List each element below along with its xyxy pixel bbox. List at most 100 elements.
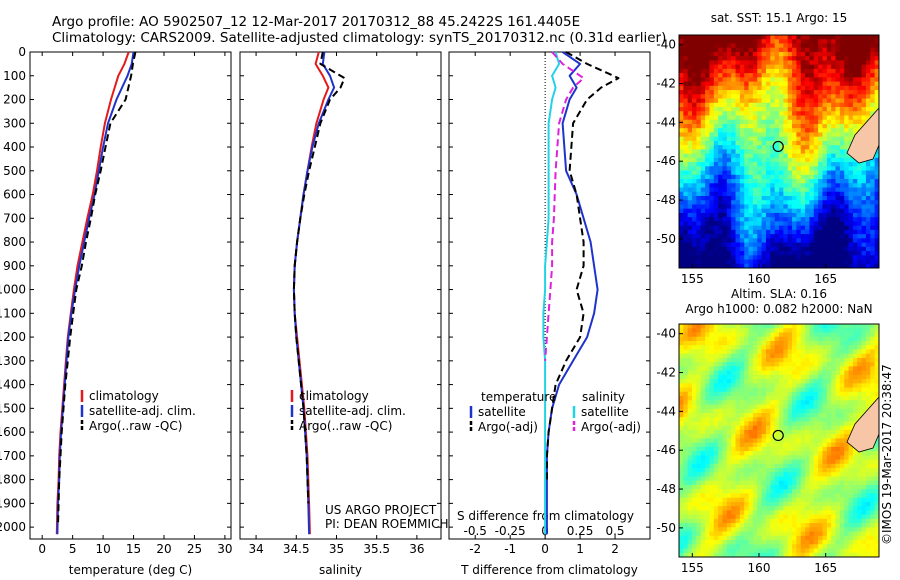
- map-cell: [683, 166, 689, 171]
- map-cell: [835, 489, 841, 494]
- map-cell: [752, 140, 758, 146]
- map-cell: [700, 379, 706, 384]
- map-cell: [752, 238, 758, 243]
- map-cell: [687, 35, 693, 40]
- map-cell: [861, 408, 867, 414]
- map-cell: [783, 208, 789, 214]
- map-cell: [861, 514, 867, 520]
- map-cell: [709, 332, 715, 338]
- map-cell: [770, 81, 776, 87]
- map-cell: [731, 234, 736, 239]
- map-cell: [700, 455, 706, 460]
- map-cell: [700, 195, 706, 201]
- map-cell: [826, 421, 832, 427]
- map-cell: [752, 459, 758, 465]
- map-cell: [844, 425, 849, 431]
- map-cell: [844, 238, 849, 243]
- map-cell: [718, 81, 723, 87]
- map-cell: [709, 340, 715, 346]
- map-cell: [826, 463, 832, 469]
- map-cell: [683, 60, 689, 66]
- map-cell: [809, 183, 815, 188]
- map-cell: [761, 514, 767, 520]
- map-cell: [792, 136, 797, 142]
- map-cell: [792, 191, 797, 197]
- map-cell: [735, 107, 741, 112]
- map-cell: [800, 345, 806, 350]
- map-cell: [861, 345, 867, 350]
- map-cell: [705, 510, 710, 516]
- map-cell: [718, 332, 723, 338]
- map-cell: [844, 366, 849, 371]
- map-cell: [687, 136, 693, 142]
- map-cell: [809, 238, 815, 243]
- map-cell: [713, 489, 719, 494]
- map-cell: [839, 51, 845, 57]
- map-cell: [761, 480, 767, 486]
- map-cell: [726, 90, 732, 95]
- map-cell: [857, 221, 863, 227]
- map-cell: [813, 187, 819, 193]
- map-cell: [839, 149, 845, 155]
- map-cell: [774, 412, 780, 418]
- map-cell: [852, 362, 858, 367]
- map-cell: [748, 455, 754, 460]
- map-cell: [705, 217, 710, 222]
- map-cell: [809, 506, 815, 511]
- map-cell: [809, 391, 815, 397]
- map-cell: [718, 195, 723, 201]
- map-cell: [765, 217, 771, 222]
- map-cell: [818, 212, 823, 218]
- map-cell: [705, 379, 710, 384]
- map-cell: [761, 238, 767, 243]
- map-cell: [735, 47, 741, 53]
- map-cell: [726, 506, 732, 511]
- map-cell: [739, 195, 745, 201]
- map-cell: [848, 246, 854, 252]
- map-cell: [826, 259, 832, 265]
- map-cell: [696, 166, 702, 171]
- x-tick-label: 36: [409, 542, 424, 556]
- map-cell: [748, 132, 754, 138]
- map-cell: [731, 132, 736, 138]
- map-cell: [726, 383, 732, 388]
- map-cell: [683, 183, 689, 188]
- map-cell: [683, 387, 689, 393]
- map-cell: [809, 73, 815, 78]
- map-cell: [687, 324, 693, 329]
- map-cell: [805, 442, 810, 448]
- map-cell: [752, 332, 758, 338]
- map-cell: [848, 263, 854, 269]
- map-cell: [813, 208, 819, 214]
- map-cell: [739, 145, 745, 150]
- map-cell: [709, 73, 715, 78]
- map-cell: [874, 246, 880, 252]
- map-cell: [844, 468, 849, 473]
- map-cell: [679, 489, 684, 494]
- map-cell: [752, 353, 758, 359]
- map-cell: [796, 145, 802, 150]
- map-cell: [831, 107, 836, 112]
- map-cell: [761, 51, 767, 57]
- map-cell: [783, 47, 789, 53]
- map-cell: [748, 56, 754, 61]
- map-cell: [813, 332, 819, 338]
- map-cell: [726, 229, 732, 235]
- map-cell: [783, 506, 789, 511]
- legend-label: satellite: [581, 405, 629, 419]
- map-cell: [683, 497, 689, 503]
- map-cell: [692, 85, 697, 91]
- map-cell: [700, 145, 706, 150]
- map-cell: [870, 187, 876, 193]
- map-cell: [683, 366, 689, 371]
- map-cell: [687, 336, 693, 342]
- map-cell: [787, 94, 793, 99]
- map-cell: [779, 455, 784, 460]
- map-cell: [718, 212, 723, 218]
- map-cell: [696, 238, 702, 243]
- map-cell: [774, 255, 780, 260]
- map-cell: [783, 408, 789, 414]
- map-cell: [857, 263, 863, 269]
- map-cell: [722, 387, 728, 393]
- map-cell: [739, 255, 745, 260]
